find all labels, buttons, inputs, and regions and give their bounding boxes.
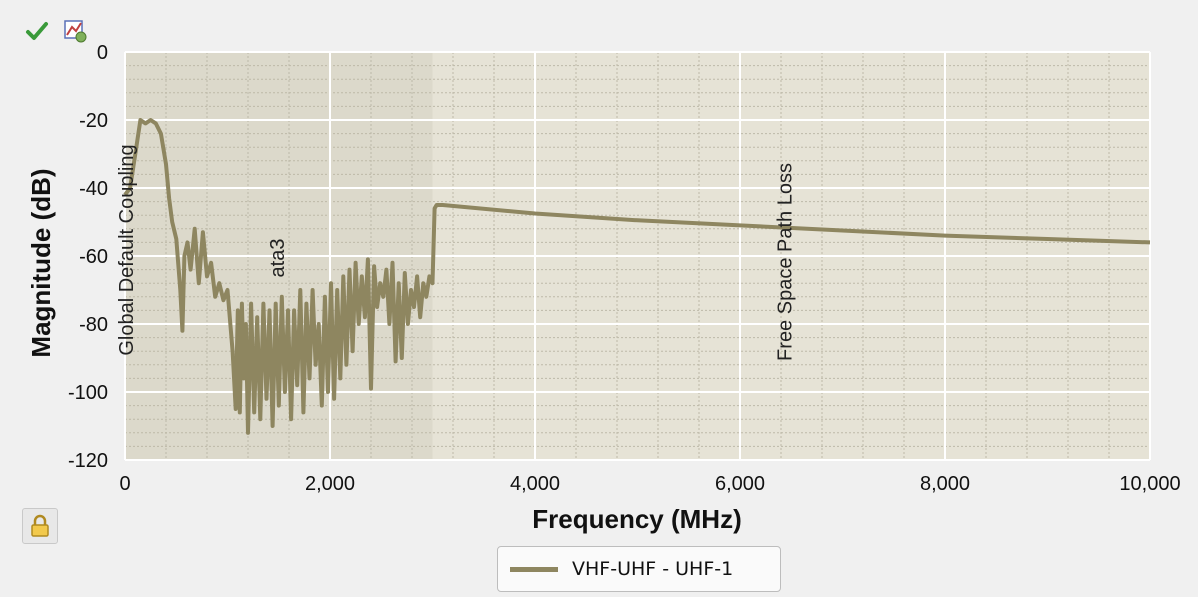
y-tick-label: -60	[79, 246, 108, 268]
annotation-label: Global Default Coupling	[116, 144, 138, 355]
series-layer	[123, 118, 1151, 435]
annotations: Global Default Coupling ata3 Free Space Pa…	[116, 144, 796, 361]
checkmark-icon[interactable]	[24, 18, 50, 44]
y-tick-label: -80	[79, 314, 108, 336]
chart-options-icon[interactable]	[62, 18, 88, 44]
x-tick-label: 2,000	[305, 473, 355, 495]
lock-axes-button[interactable]	[22, 508, 58, 544]
x-tick-label: 6,000	[715, 473, 765, 495]
chart-legend: VHF-UHF - UHF-1	[497, 546, 781, 592]
lock-icon	[31, 514, 49, 537]
y-axis-label: Magnitude (dB)	[26, 168, 56, 357]
x-tick-label: 8,000	[920, 473, 970, 495]
x-tick-labels: 0 2,000 4,000 6,000 8,000 10,000	[119, 473, 1180, 495]
y-tick-label: 0	[97, 42, 108, 64]
legend-label: VHF-UHF - UHF-1	[572, 558, 734, 580]
x-axis-label: Frequency (MHz)	[532, 504, 741, 534]
y-tick-label: -120	[68, 450, 108, 472]
y-tick-label: -100	[68, 382, 108, 404]
chart-toolbar	[24, 18, 88, 44]
x-tick-label: 4,000	[510, 473, 560, 495]
x-tick-label: 0	[119, 473, 130, 495]
annotation-label: ata3	[267, 239, 289, 278]
y-tick-labels: 0 -20 -40 -60 -80 -100 -120	[68, 42, 108, 472]
line-chart: Global Default Coupling ata3 Free Space Pa…	[26, 42, 1181, 534]
legend-swatch	[510, 566, 558, 572]
annotation-label: Free Space Path Loss	[774, 163, 796, 361]
major-gridlines	[124, 51, 1151, 461]
x-tick-label: 10,000	[1119, 473, 1180, 495]
y-tick-label: -20	[79, 110, 108, 132]
y-tick-label: -40	[79, 178, 108, 200]
series-line	[123, 118, 1151, 435]
